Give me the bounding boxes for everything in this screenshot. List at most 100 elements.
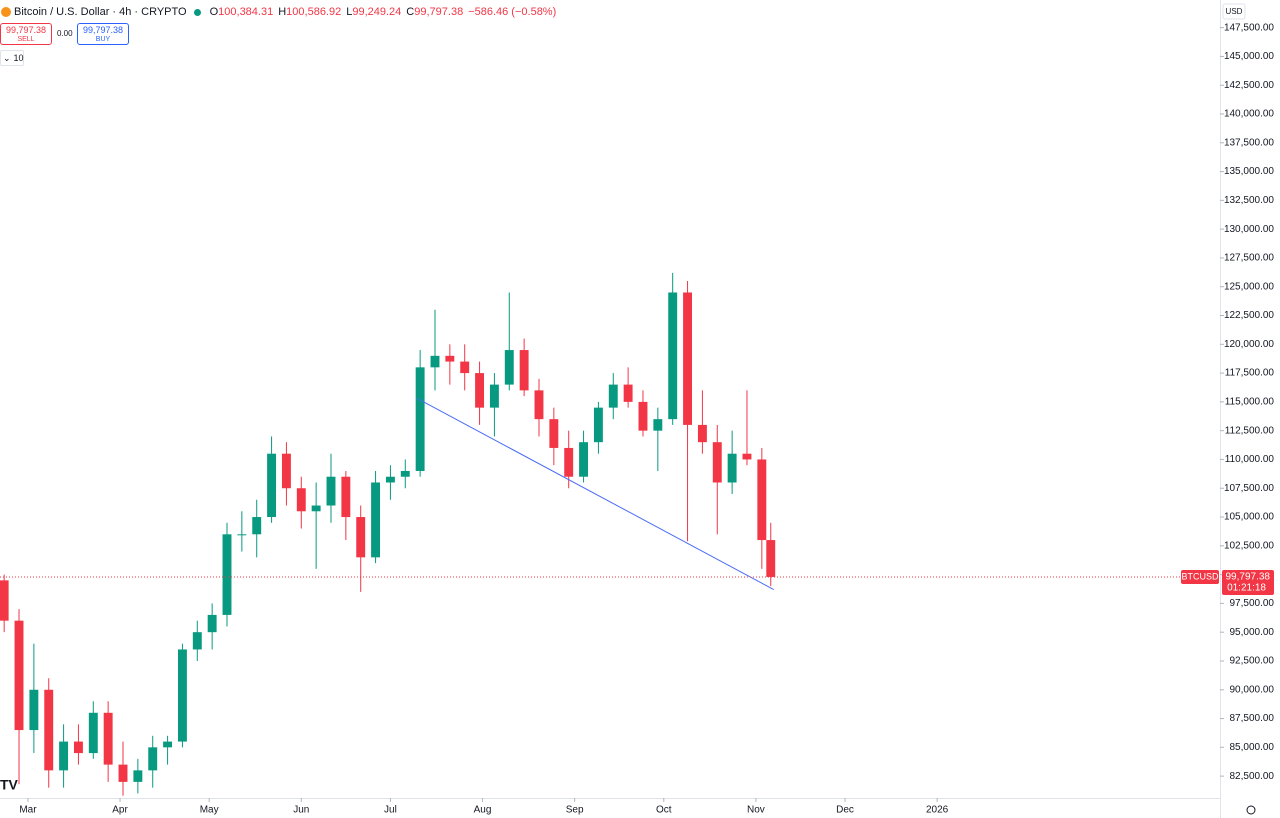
candle-body [192,632,202,650]
y-tick-label: 132,500.00 [1224,195,1274,206]
candle-body [697,424,707,443]
candle-body [296,488,306,512]
candle-body [579,442,589,477]
quantity-box[interactable]: ⌄ 10 [0,50,24,66]
currency: USD [1226,7,1243,16]
ohlc-key: L [346,6,353,18]
y-tick-label: 102,500.00 [1224,540,1274,551]
x-tick-label: May [200,805,219,816]
y-tick-label: 135,000.00 [1224,166,1274,177]
legend-row: Bitcoin / U.S. Dollar · 4h · CRYPTO O100… [0,4,556,20]
candle-body [73,741,83,754]
candle-body [608,384,618,408]
y-tick-label: 105,000.00 [1224,512,1274,523]
y-tick-label: 137,500.00 [1224,137,1274,148]
candle-body [103,712,113,765]
x-tick-label: Sep [566,805,584,816]
y-tick-label: 127,500.00 [1224,253,1274,264]
currency-box[interactable] [1222,3,1246,20]
sell-price: 99,797.38 [5,25,47,35]
y-tick-label: 115,000.00 [1225,397,1275,408]
quantity: 10 [13,53,24,63]
y-tick-label: 107,500.00 [1224,483,1274,494]
candle-body [519,350,529,391]
ohlc-value: 99,797.38 [414,6,464,18]
candle-body [237,534,247,536]
y-tick-label: 92,500.00 [1230,656,1275,667]
sell-button[interactable]: 99,797.38 SELL [0,23,52,45]
candle-body [0,580,9,621]
logo: TV [0,777,19,793]
x-tick-label: Apr [112,805,128,816]
candle-body [385,476,395,483]
coin-icon [1,7,11,17]
candle-body [638,401,648,431]
candle-body [757,459,767,541]
candle-body [177,649,187,742]
sell-label: SELL [17,36,35,43]
y-tick-label: 122,500.00 [1224,310,1274,321]
x-tick-label: Aug [474,805,492,816]
candle-body [118,764,128,782]
ohlc: O100,384.31 H100,586.92 L99,249.24 C99,797.… [205,6,464,18]
candle-body [44,689,54,771]
x-tick-label: Dec [836,805,854,816]
candle-body [549,419,559,448]
y-tick-label: 87,500.00 [1230,713,1275,724]
candle-body [356,517,366,558]
candle-body [222,534,232,615]
candle-body [59,741,69,771]
candle-body [267,453,277,518]
candle-body [460,361,470,374]
y-tick-label: 85,000.00 [1230,742,1275,753]
buy-button[interactable]: 99,797.38 BUY [77,23,129,45]
ohlc-value: 99,249.24 [352,6,402,18]
spread: 0.00 [57,29,73,38]
candle-body [623,384,633,402]
y-tick-label: 147,500.00 [1224,22,1274,33]
ohlc-key: O [209,6,219,18]
ohlc-key: C [406,6,415,18]
candle-body [252,517,262,535]
candle-body [534,390,544,420]
candle-body [207,614,217,633]
candle-body [415,367,425,471]
symbol-tag-box [1181,569,1219,584]
y-tick-label: 142,500.00 [1224,80,1274,91]
price-label-box [1222,569,1274,595]
status-dot [193,8,201,16]
candle-body [445,355,455,362]
y-tick-label: 125,000.00 [1224,281,1274,292]
candle-body [727,453,737,483]
candle-body [133,770,143,782]
change: −586.46 (−0.58%) [468,6,557,18]
y-tick-label: 82,500.00 [1230,771,1275,782]
candle-body [564,447,574,477]
settings-icon[interactable] [1246,805,1256,815]
y-tick-label: 95,000.00 [1230,627,1275,638]
buy-price: 99,797.38 [82,25,124,35]
candle-body [29,689,39,731]
candle-body [742,453,752,460]
ohlc-value: 100,384.31 [218,6,274,18]
y-tick-label: 130,000.00 [1224,224,1274,235]
y-tick-label: 140,000.00 [1224,109,1274,120]
candle-body [400,470,410,477]
x-tick-label: Oct [656,805,672,816]
candle-body [593,407,603,443]
x-tick-label: Mar [19,805,37,816]
x-tick-label: Nov [747,805,765,816]
trendline [416,397,774,591]
candle-body [14,620,24,731]
candle-body [475,373,485,408]
y-tick-label: 120,000.00 [1224,339,1274,350]
y-tick-label: 145,000.00 [1224,51,1274,62]
candle-body [668,292,678,420]
candle-body [766,540,776,577]
symbol: Bitcoin / U.S. Dollar · 4h · CRYPTO [14,6,187,18]
candle-body [281,453,291,489]
candle-body [311,505,321,512]
candle-body [326,476,336,506]
buy-label: BUY [95,36,111,43]
